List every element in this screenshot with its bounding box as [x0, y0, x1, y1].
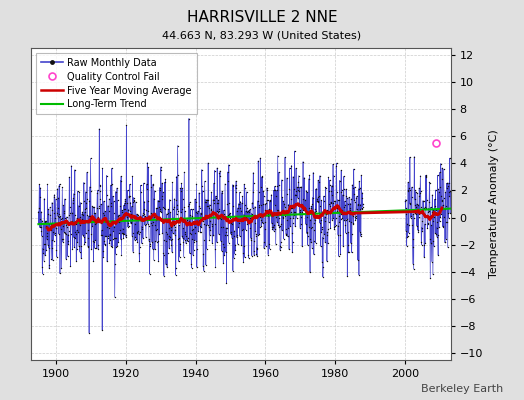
Text: HARRISVILLE 2 NNE: HARRISVILLE 2 NNE	[187, 10, 337, 25]
Legend: Raw Monthly Data, Quality Control Fail, Five Year Moving Average, Long-Term Tren: Raw Monthly Data, Quality Control Fail, …	[36, 53, 197, 114]
Text: 44.663 N, 83.293 W (United States): 44.663 N, 83.293 W (United States)	[162, 30, 362, 40]
Y-axis label: Temperature Anomaly (°C): Temperature Anomaly (°C)	[488, 130, 499, 278]
Text: Berkeley Earth: Berkeley Earth	[421, 384, 503, 394]
